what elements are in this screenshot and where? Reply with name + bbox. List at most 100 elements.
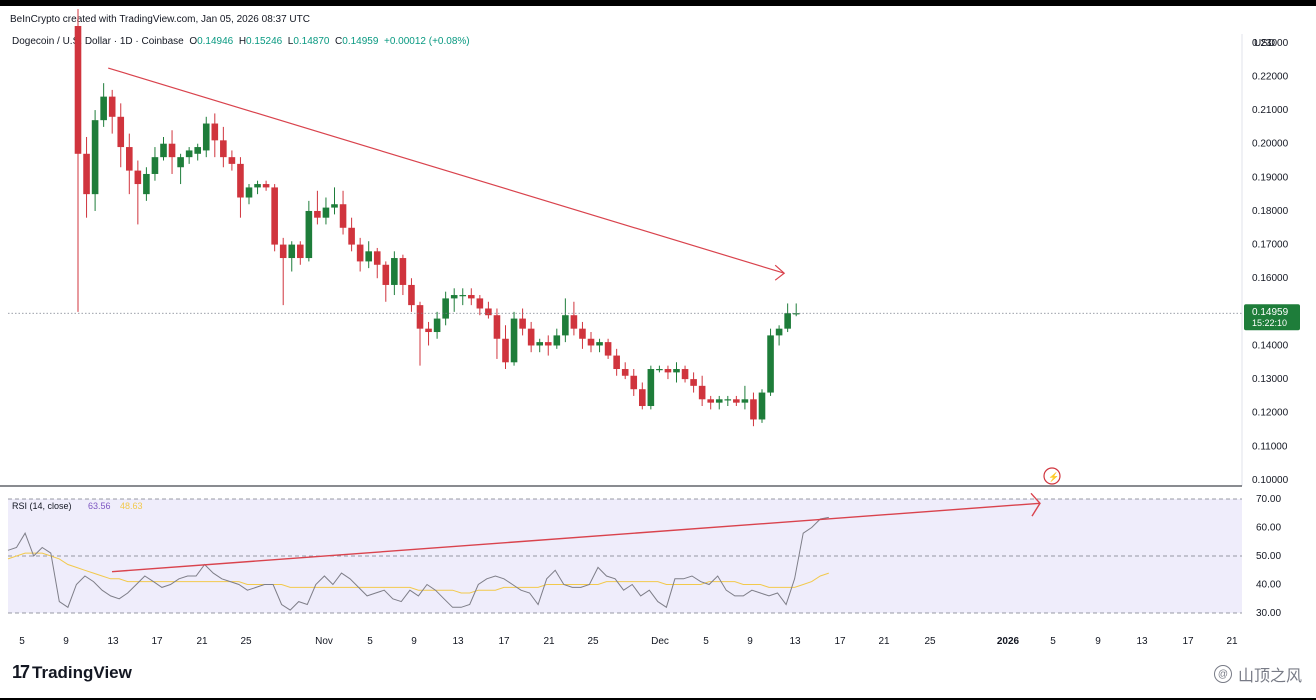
candle-down	[493, 315, 501, 339]
price-tick-label: 0.16000	[1252, 273, 1289, 284]
date-tick-label: 13	[452, 636, 464, 647]
candle-up	[143, 173, 150, 195]
candle-down	[604, 342, 612, 356]
candle-down	[399, 258, 407, 285]
rsi-value: 63.56	[88, 501, 111, 511]
rsi-tick-label: 30.00	[1256, 608, 1281, 619]
rsi-trend-line	[111, 502, 1041, 573]
price-tick-label: 0.20000	[1252, 139, 1289, 150]
low-label: L	[287, 36, 294, 47]
candle-down	[587, 338, 595, 346]
price-tick-label: 0.21000	[1252, 105, 1289, 116]
candle-down	[373, 251, 381, 265]
candle-down	[476, 298, 484, 309]
date-tick-label: 2026	[997, 636, 1020, 647]
date-tick-label: 9	[411, 636, 417, 647]
price-tick-label: 0.12000	[1252, 408, 1289, 419]
candle-up	[442, 298, 449, 319]
date-tick-label: 5	[703, 636, 709, 647]
currency-label: USD	[1254, 38, 1275, 49]
candle-down	[519, 318, 526, 329]
date-tick-label: 9	[747, 636, 753, 647]
candle-up	[510, 318, 518, 363]
lightning-icon	[1043, 467, 1061, 485]
candle-down	[314, 210, 321, 218]
candle-up	[433, 318, 441, 333]
candle-up	[459, 295, 467, 297]
price-trend-arrow	[774, 264, 786, 281]
rsi-line	[7, 516, 829, 611]
candle-down	[527, 328, 535, 346]
candle-up	[391, 258, 398, 285]
candle-down	[228, 157, 236, 164]
candle-up	[177, 157, 184, 168]
tradingview-mark-icon: 17	[12, 662, 30, 682]
tradingview-brand: TradingView	[32, 662, 132, 682]
candle-down	[579, 328, 586, 339]
candle-up	[194, 147, 201, 154]
candle-down	[382, 264, 390, 285]
price-tick-label: 0.22000	[1252, 71, 1289, 82]
candle-down	[664, 369, 672, 373]
close-label: C	[335, 36, 343, 47]
candle-down	[733, 399, 740, 403]
rsi-tick-label: 70.00	[1256, 494, 1281, 505]
date-tick-label: 25	[240, 636, 252, 647]
candle-up	[562, 315, 569, 336]
candle-down	[126, 147, 133, 171]
candle-down	[279, 244, 287, 259]
date-tick-label: 13	[107, 636, 119, 647]
watermark-text: 山顶之风	[1237, 668, 1302, 685]
candle-down	[117, 116, 125, 148]
candle-up	[767, 335, 774, 393]
candle-down	[356, 244, 364, 262]
rsi-trend-arrow	[1030, 492, 1041, 517]
candle-up	[245, 187, 253, 198]
tradingview-logo: 17 TradingView	[12, 662, 132, 683]
candle-down	[698, 385, 706, 400]
last-price-label: 0.14959	[1252, 307, 1289, 318]
open-value: 0.14946	[197, 36, 234, 47]
price-tick-label: 0.19000	[1252, 172, 1289, 183]
chart-credit: BeInCrypto created with TradingView.com,…	[10, 14, 310, 25]
date-tick-label: 9	[63, 636, 69, 647]
candle-up	[758, 392, 766, 420]
candle-down	[544, 342, 552, 346]
rsi-ma-value: 48.63	[120, 501, 143, 511]
date-tick-label: 5	[1050, 636, 1056, 647]
date-tick-label: 5	[367, 636, 373, 647]
price-tick-label: 0.18000	[1252, 206, 1289, 217]
candle-up	[673, 369, 680, 373]
candle-down	[416, 305, 424, 329]
candle-down	[681, 369, 689, 380]
watermark-icon: @	[1213, 665, 1232, 683]
date-tick-label: 17	[498, 636, 510, 647]
date-tick-label: 17	[1182, 636, 1194, 647]
date-tick-label: 21	[196, 636, 208, 647]
date-tick-label: 21	[878, 636, 890, 647]
candle-down	[271, 187, 278, 245]
lightning-glyph: ⚡	[1048, 471, 1059, 483]
candle-up	[288, 244, 296, 259]
chart-frame: BeInCrypto created with TradingView.com,…	[0, 6, 1316, 698]
candle-down	[262, 184, 270, 188]
candle-down	[339, 204, 347, 228]
watermark: @ 山顶之风	[1213, 662, 1302, 686]
date-tick-label: 17	[834, 636, 846, 647]
candle-up	[160, 143, 167, 158]
candle-down	[408, 284, 415, 306]
date-tick-label: Dec	[651, 636, 669, 647]
close-value: 0.14959	[342, 36, 379, 47]
high-value: 0.15246	[246, 36, 283, 47]
rsi-tick-label: 50.00	[1256, 551, 1281, 562]
open-label: O	[189, 36, 198, 47]
candle-down	[297, 244, 304, 259]
candle-down	[485, 308, 492, 316]
price-tick-label: 0.17000	[1252, 240, 1289, 251]
candle-down	[220, 140, 227, 158]
candle-up	[185, 150, 193, 158]
candle-down	[237, 163, 244, 198]
candle-up	[365, 251, 372, 262]
date-tick-label: Nov	[315, 636, 333, 647]
